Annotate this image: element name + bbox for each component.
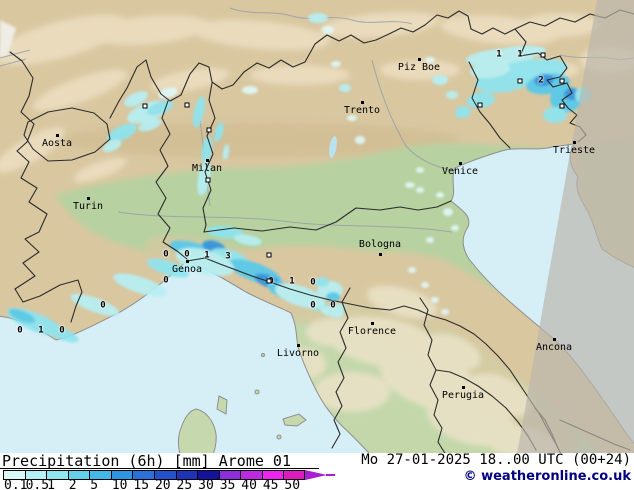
precip-patch bbox=[441, 309, 449, 315]
precip-patch bbox=[405, 182, 415, 188]
colorbar-tick-label: 50 bbox=[284, 478, 301, 490]
precip-patch bbox=[175, 247, 235, 277]
precip-patch bbox=[355, 136, 365, 144]
forecast-datetime: Mo 27-01-2025 18..00 UTC (00+24) bbox=[361, 452, 631, 468]
colorbar-segment bbox=[197, 470, 219, 480]
colorbar-segment bbox=[67, 470, 90, 480]
ligurian-sea bbox=[0, 260, 372, 457]
colorbar-segment bbox=[46, 470, 68, 480]
precip-patch bbox=[431, 297, 439, 303]
precip-patch bbox=[214, 122, 224, 142]
precip-patch bbox=[443, 208, 453, 216]
precip-patch bbox=[543, 107, 567, 123]
precip-patch bbox=[467, 91, 495, 109]
precip-patch bbox=[315, 277, 329, 287]
precip-patch bbox=[446, 91, 458, 99]
precip-patch bbox=[107, 123, 137, 143]
precip-patch bbox=[41, 323, 79, 343]
colorbar-tick-label: 45 bbox=[262, 478, 279, 490]
colorbar-segment bbox=[283, 470, 305, 480]
precip-patch bbox=[242, 86, 258, 94]
precip-layer bbox=[6, 13, 591, 343]
precip-patch bbox=[494, 45, 546, 59]
precip-patch bbox=[339, 84, 351, 92]
precip-patch bbox=[113, 273, 167, 297]
precip-patch bbox=[197, 160, 211, 196]
legend-title: Precipitation (6h) [mm] Arome 01 bbox=[2, 452, 291, 470]
islands bbox=[177, 353, 307, 457]
legend-title-rule bbox=[0, 468, 319, 469]
precip-patch bbox=[425, 57, 435, 63]
precip-patch bbox=[308, 13, 328, 23]
precip-patch bbox=[347, 115, 357, 121]
colorbar-tick-label: 30 bbox=[198, 478, 214, 490]
legend-right: Mo 27-01-2025 18..00 UTC (00+24) © weath… bbox=[361, 453, 631, 484]
colorbar-segment bbox=[89, 470, 111, 480]
colorbar-arrow bbox=[305, 470, 327, 480]
precip-patch bbox=[234, 234, 262, 246]
precip-patch bbox=[455, 105, 471, 119]
precip-patch bbox=[408, 267, 416, 273]
colorbar-tick-label: 20 bbox=[154, 478, 171, 490]
precip-patch bbox=[138, 118, 162, 132]
precip-patch bbox=[102, 139, 122, 153]
precip-patch bbox=[275, 283, 325, 309]
precip-patch bbox=[123, 91, 149, 107]
colorbar-tick-label: 10 bbox=[111, 478, 128, 490]
precip-patch bbox=[146, 258, 190, 278]
colorbar-tick-label: 0.1 bbox=[4, 478, 28, 490]
colorbar-tick-label: 35 bbox=[219, 478, 236, 490]
colorbar-segment bbox=[24, 470, 47, 480]
precip-patch bbox=[426, 237, 434, 243]
map-canvas: Aosta Turin Milan Genoa Trento Piz Boe Venice T… bbox=[0, 0, 634, 457]
map-svg bbox=[0, 0, 634, 457]
precip-patch bbox=[193, 96, 205, 128]
precip-colorbar bbox=[3, 470, 305, 480]
colorbar-tick-label: 2 bbox=[68, 478, 77, 490]
precip-patch bbox=[222, 144, 230, 160]
colorbar-segment bbox=[261, 470, 284, 480]
colorbar-arrow-tail bbox=[326, 474, 335, 476]
precip-patch bbox=[470, 61, 510, 79]
colorbar-tick-label: 0.5 bbox=[25, 478, 50, 490]
colorbar-segment bbox=[3, 470, 25, 480]
precip-patch bbox=[416, 167, 424, 173]
colorbar-segment bbox=[218, 470, 241, 480]
colorbar-tick-label: 1 bbox=[47, 478, 55, 490]
precip-patch bbox=[432, 75, 448, 85]
precip-patch bbox=[207, 225, 243, 239]
precip-patch bbox=[322, 26, 334, 34]
colorbar-segment bbox=[240, 470, 262, 480]
legend-bar: Precipitation (6h) [mm] Arome 01 0.1 0.5 1… bbox=[0, 453, 634, 490]
precip-patch bbox=[70, 293, 120, 317]
colorbar-tick-label: 40 bbox=[241, 478, 257, 490]
copyright-notice: © weatheronline.co.uk bbox=[463, 469, 631, 484]
colorbar-segment bbox=[132, 470, 154, 480]
night-shade-overlay bbox=[516, 0, 634, 457]
colorbar-segment bbox=[153, 470, 176, 480]
colorbar-segment bbox=[110, 470, 133, 480]
colorbar-tick-label: 5 bbox=[90, 478, 99, 490]
precip-patch bbox=[416, 187, 424, 193]
colorbar-segment bbox=[175, 470, 198, 480]
precip-patch bbox=[451, 225, 459, 231]
precip-patch bbox=[331, 61, 341, 67]
colorbar-tick-label: 15 bbox=[133, 478, 150, 490]
precip-patch bbox=[436, 192, 444, 198]
precip-patch bbox=[421, 282, 429, 288]
precip-patch bbox=[8, 309, 36, 323]
colorbar-tick-label: 25 bbox=[176, 478, 193, 490]
